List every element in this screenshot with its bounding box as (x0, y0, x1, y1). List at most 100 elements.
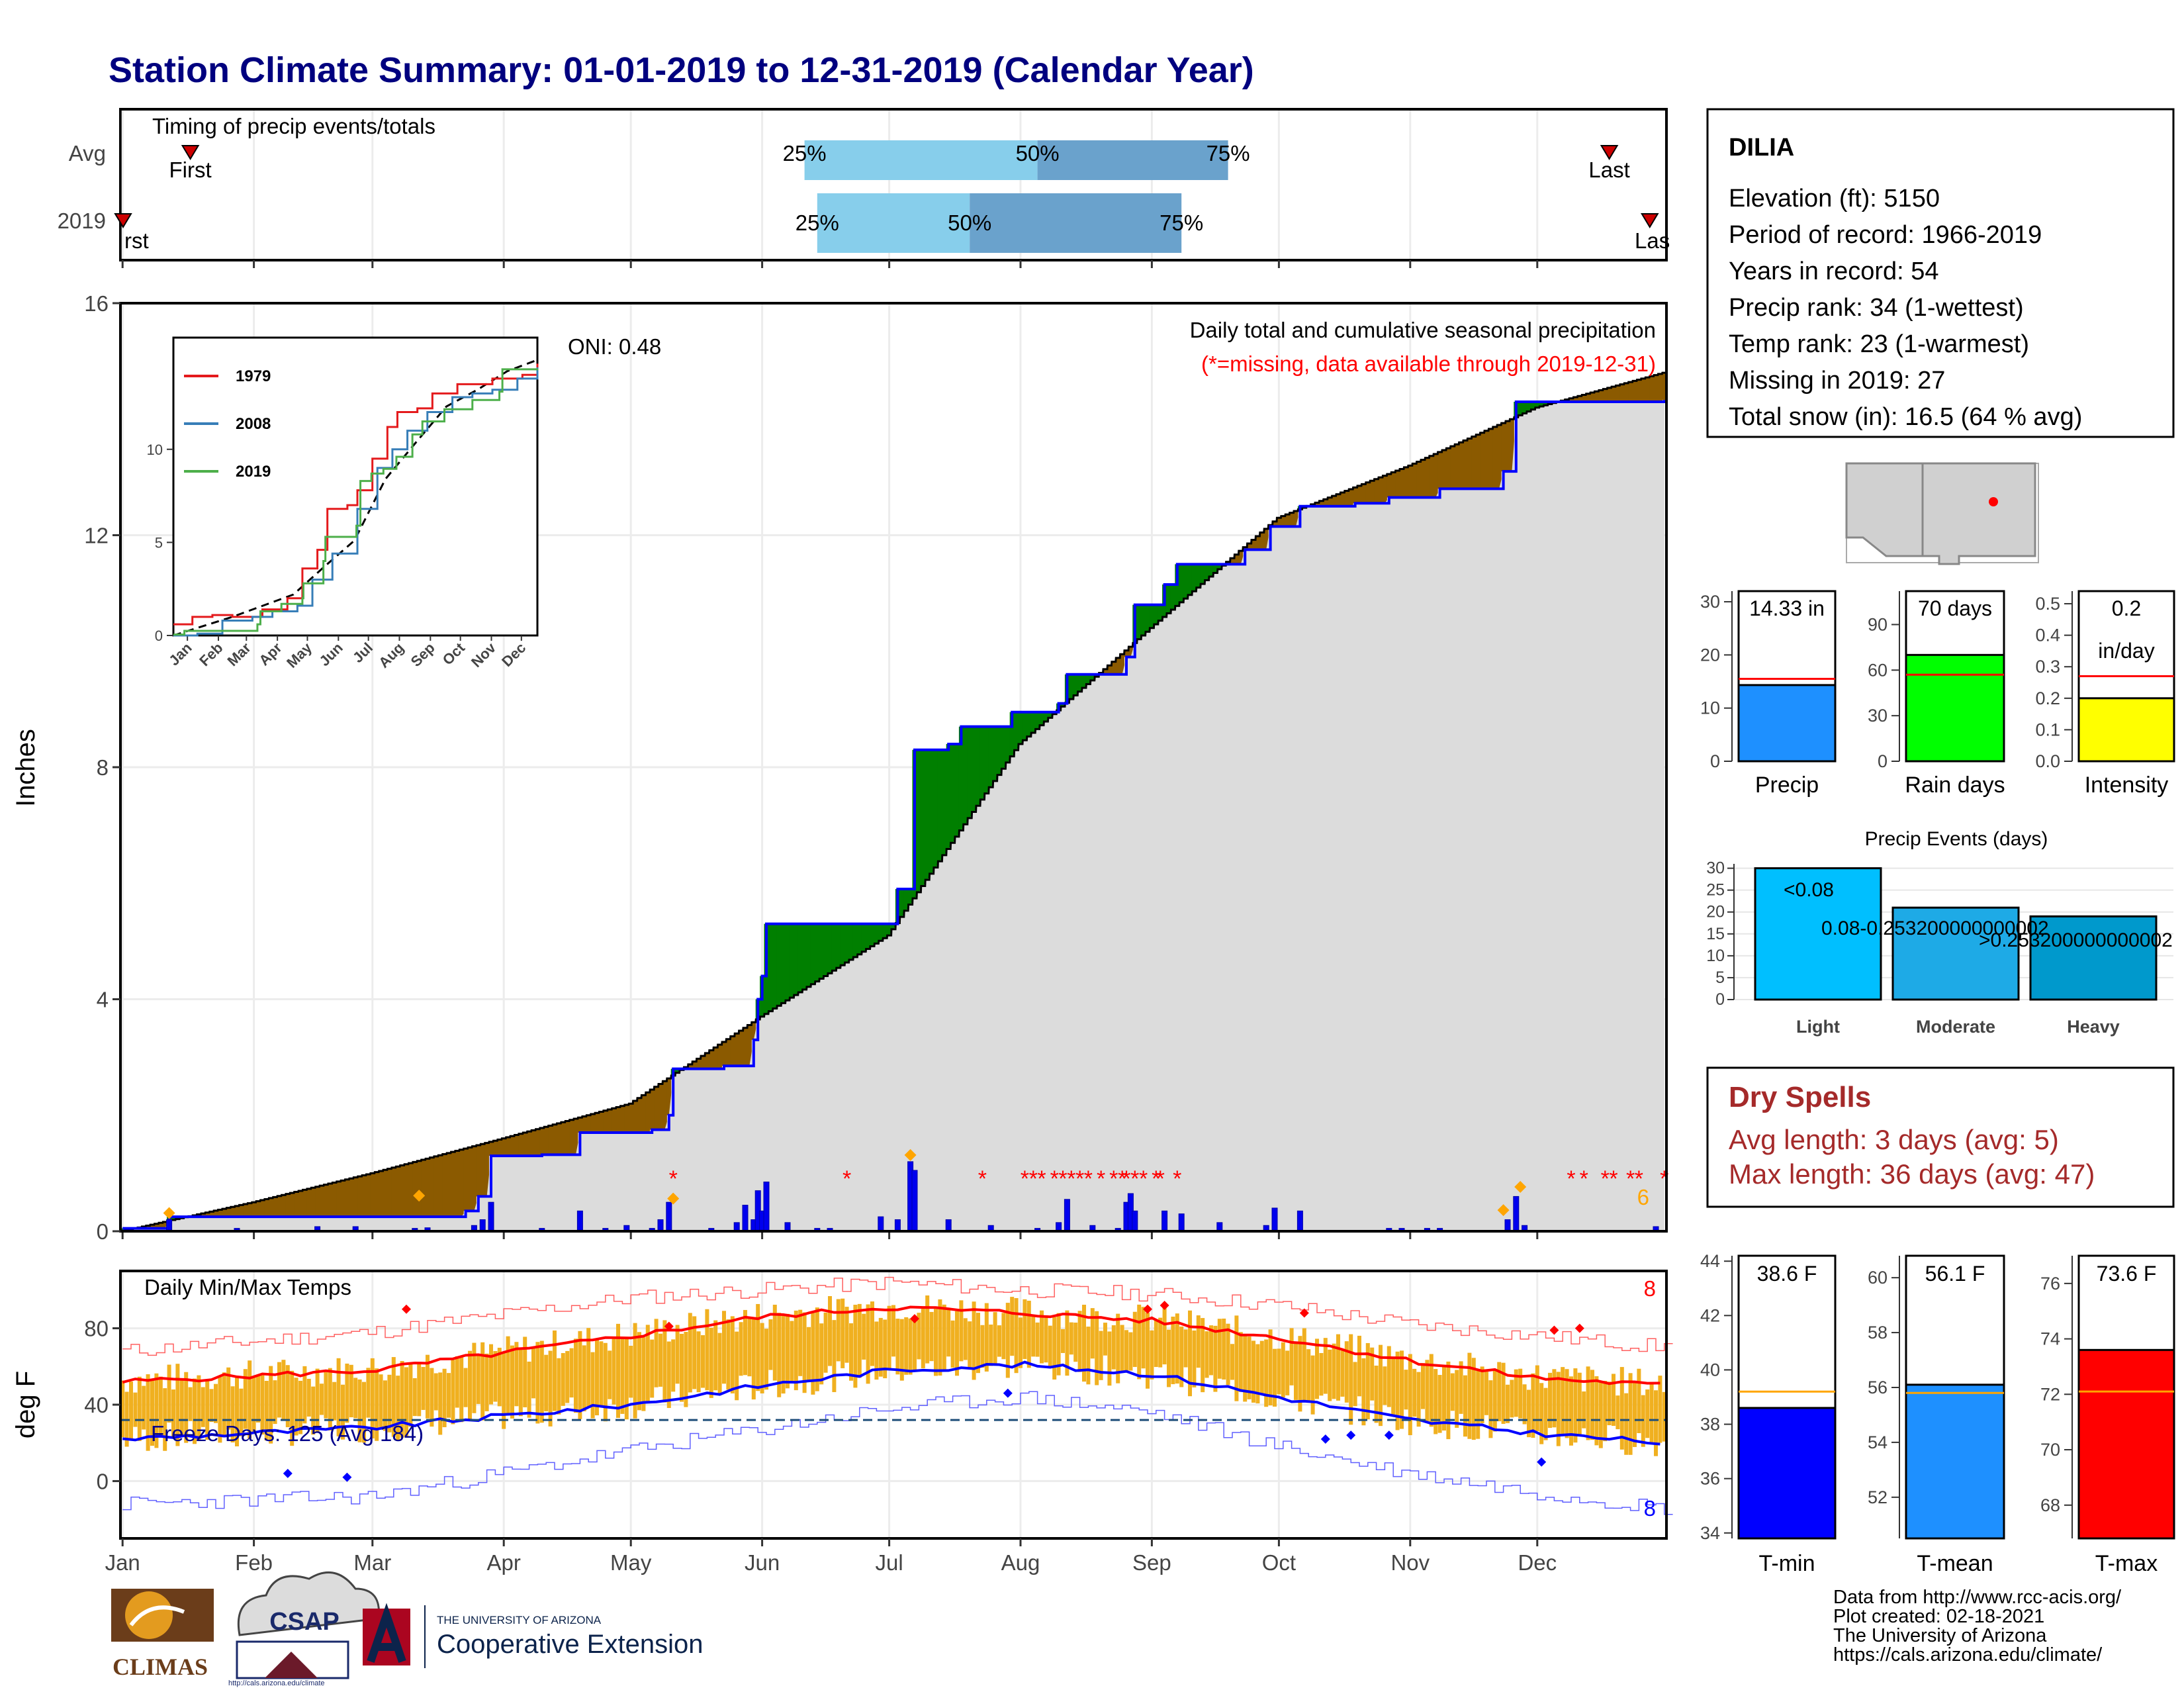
daily-temp-bar (904, 1317, 909, 1375)
daily-temp-bar (1450, 1373, 1455, 1411)
daily-temp-bar (713, 1320, 718, 1391)
daily-temp-bar (1357, 1335, 1361, 1397)
temp-summary-y-tick-label: 60 (1868, 1268, 1888, 1288)
deficit-fill (425, 1158, 430, 1217)
daily-temp-bar (1031, 1315, 1036, 1357)
deficit-fill (1586, 393, 1591, 402)
deficit-fill (527, 1131, 532, 1156)
deficit-fill (344, 1179, 349, 1217)
daily-temp-bar (256, 1376, 260, 1423)
missing-day-marker: * (1173, 1166, 1181, 1192)
deficit-fill (666, 1078, 672, 1115)
surplus-fill (1090, 674, 1095, 680)
deficit-fill (543, 1127, 549, 1155)
precip-y-tick-label: 4 (97, 988, 109, 1012)
surplus-fill (120, 1228, 125, 1231)
temp-summary-bar-T-mean (1905, 1383, 2005, 1540)
deficit-fill (1459, 442, 1464, 489)
deficit-fill (662, 1081, 667, 1130)
daily-temp-bar (235, 1376, 239, 1446)
deficit-fill (234, 1205, 240, 1217)
surplus-fill (802, 923, 807, 990)
missing-count: 6 (1637, 1185, 1649, 1209)
deficit-fill (565, 1121, 570, 1155)
daily-temp-bar (1594, 1376, 1599, 1446)
precip-y-tick-label: 0 (97, 1219, 109, 1244)
daily-temp-bar (899, 1319, 904, 1381)
deficit-fill (1424, 457, 1430, 498)
surplus-fill (831, 923, 837, 971)
daily-temp-bar (1395, 1351, 1400, 1430)
avg-last-marker (1600, 145, 1619, 160)
daily-temp-bar (1535, 1365, 1539, 1432)
station-info-line: Temp rank: 23 (1-warmest) (1729, 330, 2029, 358)
deficit-fill (471, 1146, 477, 1211)
daily-temp-bar (1582, 1391, 1586, 1429)
temp-summary-bar-label: T-max (2095, 1551, 2158, 1576)
avg-first-marker (181, 145, 200, 160)
daily-precip-bar (742, 1205, 749, 1232)
deficit-fill (1420, 459, 1426, 498)
precip-y-tick-label: 8 (97, 755, 109, 780)
daily-temp-bar (1637, 1368, 1641, 1434)
precip-missing-caption: (*=missing, data available through 2019-… (1201, 352, 1656, 376)
deficit-fill (1577, 396, 1582, 402)
surplus-fill (1179, 564, 1184, 602)
daily-temp-bar (1654, 1390, 1658, 1456)
snow-marker (1497, 1204, 1510, 1217)
deficit-fill (442, 1154, 447, 1217)
summary-y-tick-label: 60 (1868, 660, 1888, 680)
deficit-fill (624, 1104, 629, 1133)
daily-temp-bar (1306, 1349, 1311, 1403)
month-label: Nov (1390, 1550, 1430, 1575)
month-label: Oct (1262, 1550, 1296, 1575)
daily-temp-bar (1603, 1380, 1608, 1442)
daily-temp-bar (133, 1392, 138, 1427)
daily-temp-bar (150, 1379, 154, 1446)
daily-temp-bar (1141, 1307, 1146, 1369)
deficit-fill (1120, 654, 1125, 675)
deficit-fill (264, 1199, 269, 1217)
daily-temp-bar (1294, 1342, 1298, 1400)
event-bar-label: <0.08 (1784, 879, 1834, 901)
deficit-fill (548, 1125, 553, 1155)
timing-bar-50-75-2019 (970, 193, 1182, 253)
deficit-fill (1378, 477, 1383, 504)
deficit-fill (421, 1160, 426, 1217)
event-category-label: Moderate (1916, 1017, 1995, 1037)
daily-temp-bar (188, 1387, 193, 1421)
daily-temp-bar (777, 1313, 782, 1397)
daily-temp-bar (1518, 1368, 1523, 1419)
deficit-fill (488, 1141, 494, 1156)
daily-temp-bar (913, 1319, 917, 1372)
daily-temp-bar (671, 1339, 676, 1392)
inset-y-tick-label: 0 (155, 628, 163, 644)
temp-y-label: deg F (11, 1371, 40, 1438)
deficit-fill (506, 1137, 511, 1156)
daily-temp-bar (1349, 1334, 1353, 1425)
deficit-fill (1416, 461, 1422, 498)
daily-temp-bar (1222, 1318, 1226, 1380)
deficit-fill (1395, 470, 1400, 498)
surplus-fill (946, 743, 951, 849)
daily-temp-bar (768, 1319, 773, 1370)
daily-temp-bar (794, 1310, 798, 1391)
deficit-fill (1602, 389, 1608, 402)
daily-temp-bar (595, 1339, 599, 1416)
daily-temp-bar (637, 1332, 641, 1411)
deficit-fill (437, 1155, 443, 1217)
daily-temp-bar (980, 1325, 985, 1368)
missing-day-marker: * (1139, 1166, 1148, 1192)
deficit-fill (1340, 492, 1345, 506)
daily-temp-bar (1073, 1323, 1078, 1362)
daily-temp-bar (955, 1311, 959, 1376)
daily-temp-bar (599, 1341, 604, 1407)
daily-temp-bar (290, 1370, 295, 1446)
events-y-tick-label: 25 (1706, 881, 1725, 900)
deficit-fill (1641, 378, 1646, 402)
daily-temp-bar (1044, 1317, 1048, 1363)
surplus-fill (866, 923, 871, 949)
daily-temp-bar (1548, 1372, 1552, 1429)
daily-temp-bar (468, 1350, 472, 1419)
station-info-line: Period of record: 1966-2019 (1729, 221, 2042, 249)
